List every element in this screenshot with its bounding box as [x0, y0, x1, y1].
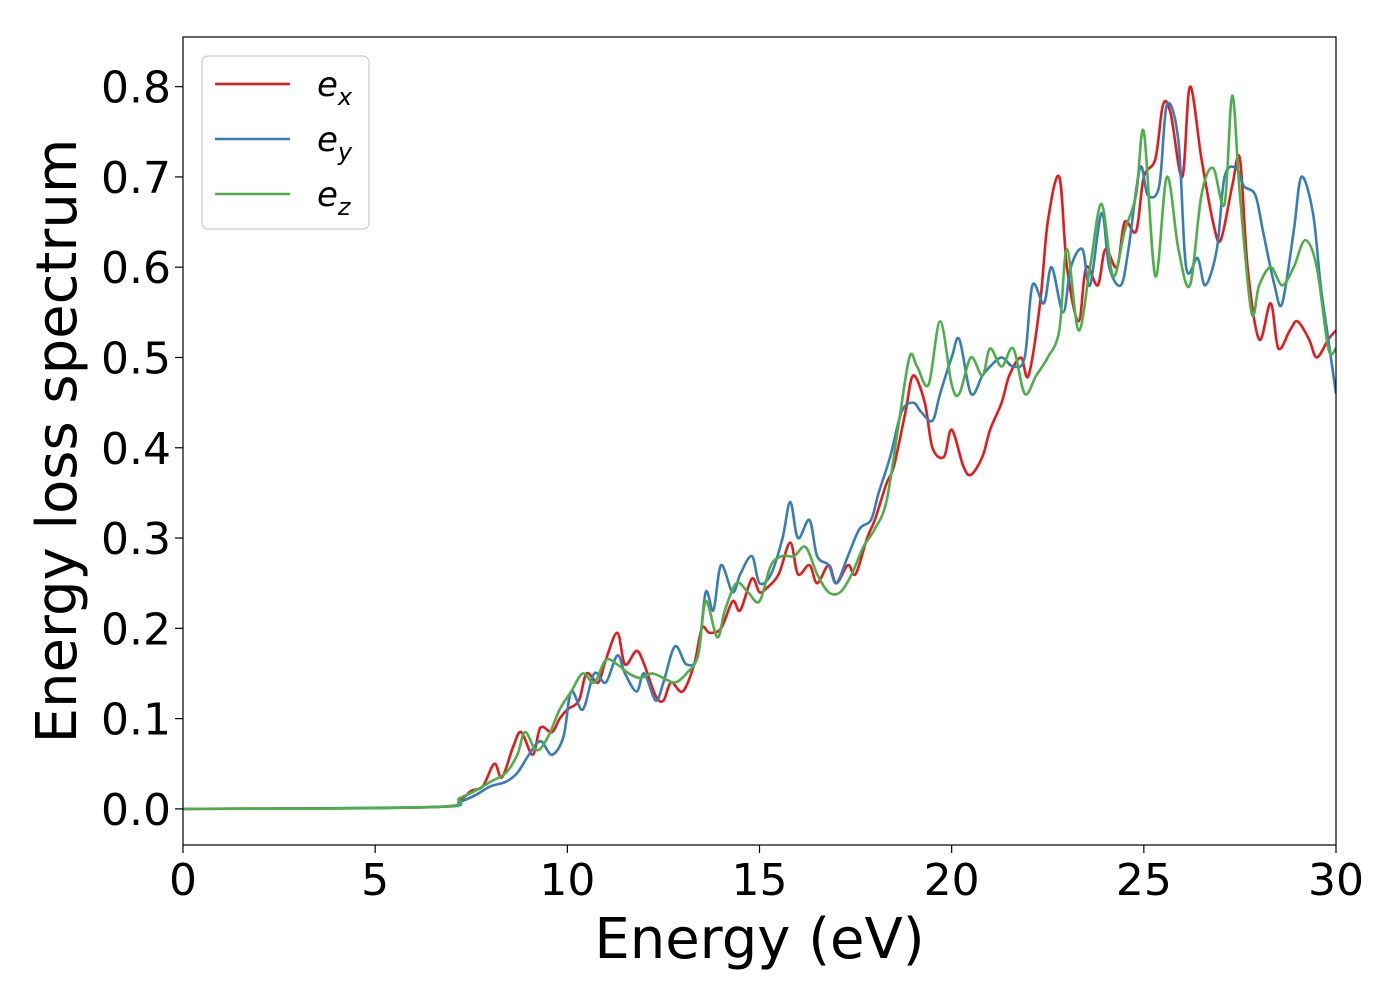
- x-tick-label: 5: [361, 855, 389, 906]
- y-axis: 0.0 0.1 0.2 0.3 0.4 0.5 0.6 0.7 0.8: [101, 63, 183, 836]
- legend-label-subscript: y: [337, 138, 353, 166]
- legend-label-subscript: x: [337, 83, 353, 111]
- y-tick-label: 0.4: [101, 424, 171, 475]
- legend-label: ez: [317, 175, 352, 221]
- x-tick-label: 25: [1116, 855, 1172, 906]
- y-tick-label: 0.2: [101, 604, 171, 655]
- legend-label: ex: [317, 65, 353, 111]
- y-tick-label: 0.8: [101, 63, 171, 114]
- series-line-ez: [183, 94, 1336, 811]
- legend-label-base: e: [317, 120, 338, 160]
- legend-label-base: e: [317, 65, 338, 105]
- y-tick-label: 0.3: [101, 514, 171, 565]
- x-tick-label: 10: [539, 855, 595, 906]
- x-tick-label: 0: [169, 855, 197, 906]
- y-tick-label: 0.5: [101, 333, 171, 384]
- legend-label: ey: [317, 120, 353, 166]
- x-axis-title: Energy (eV): [594, 907, 924, 972]
- x-axis: 0 5 10 15 20 25 30: [169, 845, 1364, 906]
- y-tick-label: 0.1: [101, 695, 171, 746]
- x-tick-label: 15: [732, 855, 788, 906]
- series-line-ey: [183, 101, 1336, 811]
- y-tick-label: 0.7: [101, 153, 171, 204]
- legend-label-base: e: [317, 175, 338, 215]
- x-tick-label: 20: [924, 855, 980, 906]
- legend-box: [201, 55, 370, 230]
- y-tick-label: 0.6: [101, 243, 171, 294]
- legend-label-subscript: z: [337, 193, 352, 221]
- x-tick-label: 30: [1308, 855, 1364, 906]
- series-layer: [183, 85, 1336, 811]
- y-tick-label: 0.0: [101, 785, 171, 836]
- y-axis-title: Energy loss spectrum: [25, 139, 90, 744]
